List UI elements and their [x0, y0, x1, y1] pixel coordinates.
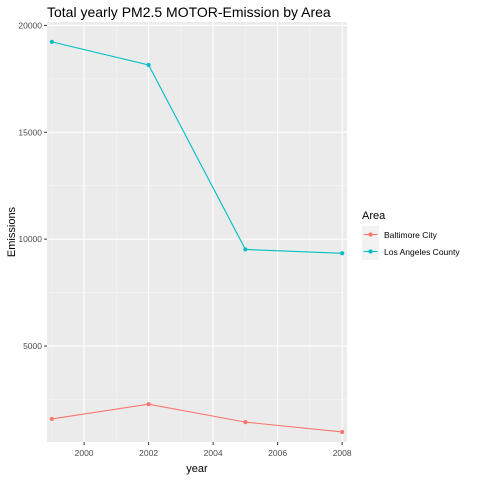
- legend-key-point-baltimore-city: [368, 232, 373, 237]
- legend: Area Baltimore City Los Angeles County: [362, 210, 460, 260]
- y-tick-label: 5000: [23, 341, 42, 351]
- legend-key-point-los-angeles-county: [368, 249, 373, 254]
- legend-title: Area: [362, 210, 386, 222]
- series-line-los-angeles-county: [51, 41, 343, 254]
- legend-label-baltimore-city: Baltimore City: [384, 230, 438, 240]
- plot-panel: [47, 22, 347, 442]
- y-tick-label: 10000: [18, 234, 42, 244]
- major-gridlines: [47, 22, 347, 442]
- x-tick-label: 2004: [204, 448, 223, 458]
- chart-title: Total yearly PM2.5 MOTOR-Emission by Are…: [47, 4, 331, 20]
- y-axis-title: Emissions: [6, 206, 18, 257]
- data-point-baltimore-city: [243, 420, 248, 425]
- x-axis-title: year: [186, 463, 208, 475]
- data-point-los-angeles-county: [340, 251, 345, 256]
- x-tick-label: 2008: [333, 448, 352, 458]
- data-point-los-angeles-county: [243, 247, 248, 252]
- y-axis: 5000 10000 15000 20000: [18, 20, 47, 351]
- data-point-baltimore-city: [340, 429, 345, 435]
- x-tick-label: 2002: [139, 448, 158, 458]
- data-point-baltimore-city: [146, 402, 151, 407]
- legend-label-los-angeles-county: Los Angeles County: [384, 247, 460, 257]
- data-point-los-angeles-county: [146, 62, 151, 68]
- series-line-baltimore-city: [51, 403, 343, 433]
- y-tick-label: 20000: [18, 20, 42, 30]
- minor-gridlines: [47, 22, 347, 442]
- x-tick-label: 2006: [268, 448, 287, 458]
- data-point-baltimore-city: [49, 416, 54, 422]
- x-tick-label: 2000: [75, 448, 94, 458]
- x-axis: 2000 2002 2004 2006 2008: [75, 442, 352, 458]
- series-layer: [49, 39, 345, 435]
- data-point-los-angeles-county: [49, 39, 54, 44]
- y-tick-label: 15000: [18, 127, 42, 137]
